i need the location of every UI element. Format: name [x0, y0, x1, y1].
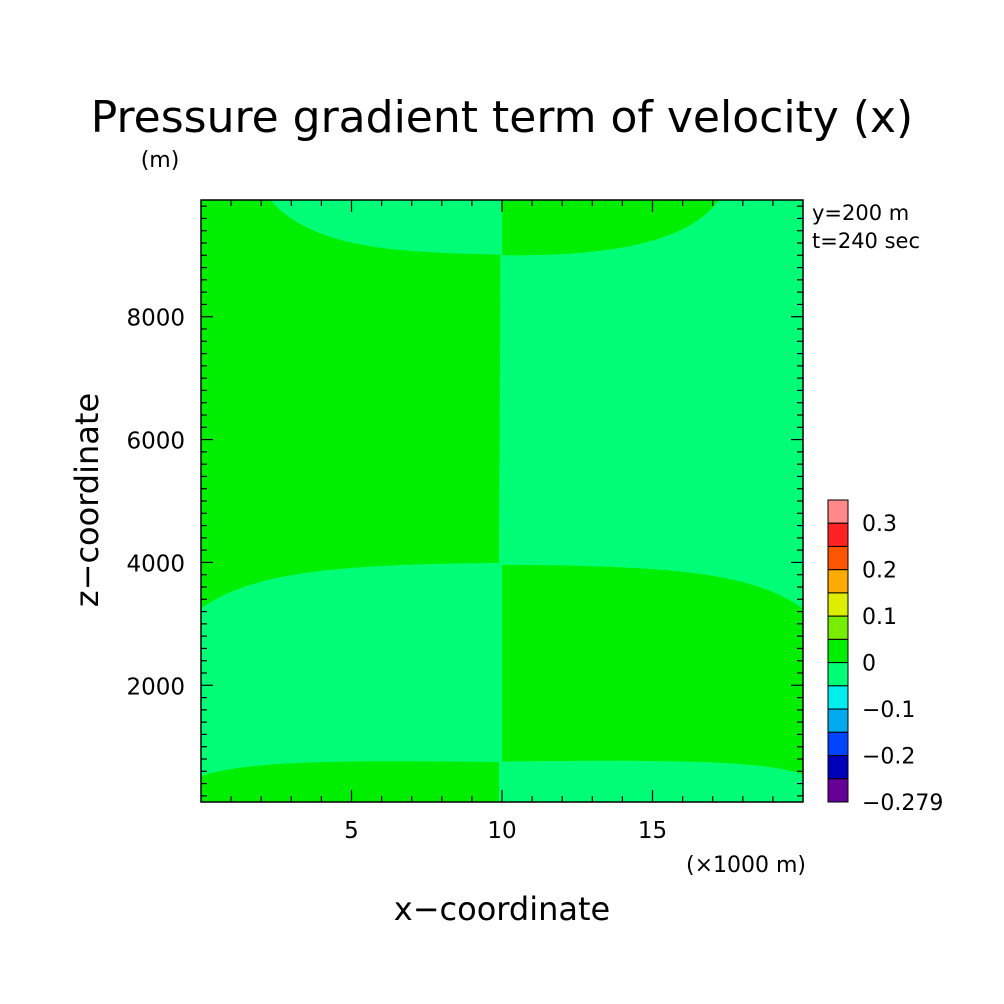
- colorbar-tick-label: 0.3: [862, 512, 897, 537]
- axis-ticks: [201, 200, 803, 802]
- x-tick-label: 10: [487, 818, 516, 844]
- colorbar-swatch: [827, 522, 849, 547]
- y-tick-label: 4000: [126, 551, 185, 577]
- y-tick-label: 6000: [126, 429, 185, 455]
- colorbar-swatch: [827, 569, 849, 594]
- colorbar-tick-label: −0.279: [862, 791, 943, 816]
- chart-title: Pressure gradient term of velocity (x): [91, 92, 913, 143]
- x-axis-label: x−coordinate: [394, 890, 610, 928]
- colorbar-swatch: [827, 615, 849, 640]
- colorbar-swatch: [827, 685, 849, 710]
- colorbar-tick-label: 0: [862, 652, 876, 677]
- colorbar-swatch: [827, 499, 849, 524]
- colorbar-swatch: [827, 731, 849, 757]
- colorbar-swatch: [827, 708, 849, 733]
- y-unit-label: (m): [141, 148, 180, 173]
- colorbar-swatch: [827, 592, 849, 617]
- y-axis-label: z−coordinate: [68, 393, 106, 607]
- contour-regions: [201, 200, 803, 802]
- annotation-y: y=200 m: [812, 201, 909, 225]
- x-unit-label: (×1000 m): [686, 853, 806, 878]
- region-positive-right-middle: [502, 564, 803, 775]
- colorbar-tick-label: 0.1: [862, 605, 897, 630]
- colorbar-swatch: [827, 638, 849, 664]
- colorbar-swatch: [827, 545, 849, 571]
- colorbar-swatch: [827, 755, 849, 780]
- y-tick-labels: 2000 4000 6000 8000: [126, 306, 185, 701]
- x-tick-labels: 5 10 15: [344, 818, 667, 844]
- annotation-t: t=240 sec: [812, 229, 920, 253]
- region-positive-left-bottom: [201, 761, 499, 802]
- colorbar-swatch: [827, 778, 849, 803]
- colorbar-tick-label: −0.1: [862, 698, 915, 723]
- y-tick-label: 2000: [126, 674, 185, 700]
- colorbar-labels: 0.3 0.2 0.1 0 −0.1 −0.2 −0.279: [862, 512, 943, 816]
- colorbar-tick-label: −0.2: [862, 745, 915, 770]
- colorbar-swatch: [827, 662, 849, 687]
- colorbar: [827, 499, 849, 803]
- region-positive-right-top: [502, 200, 719, 256]
- y-tick-label: 8000: [126, 306, 185, 332]
- colorbar-tick-label: 0.2: [862, 559, 897, 584]
- x-tick-label: 5: [344, 818, 359, 844]
- region-positive-left-upper: [201, 200, 501, 609]
- x-tick-label: 15: [638, 818, 667, 844]
